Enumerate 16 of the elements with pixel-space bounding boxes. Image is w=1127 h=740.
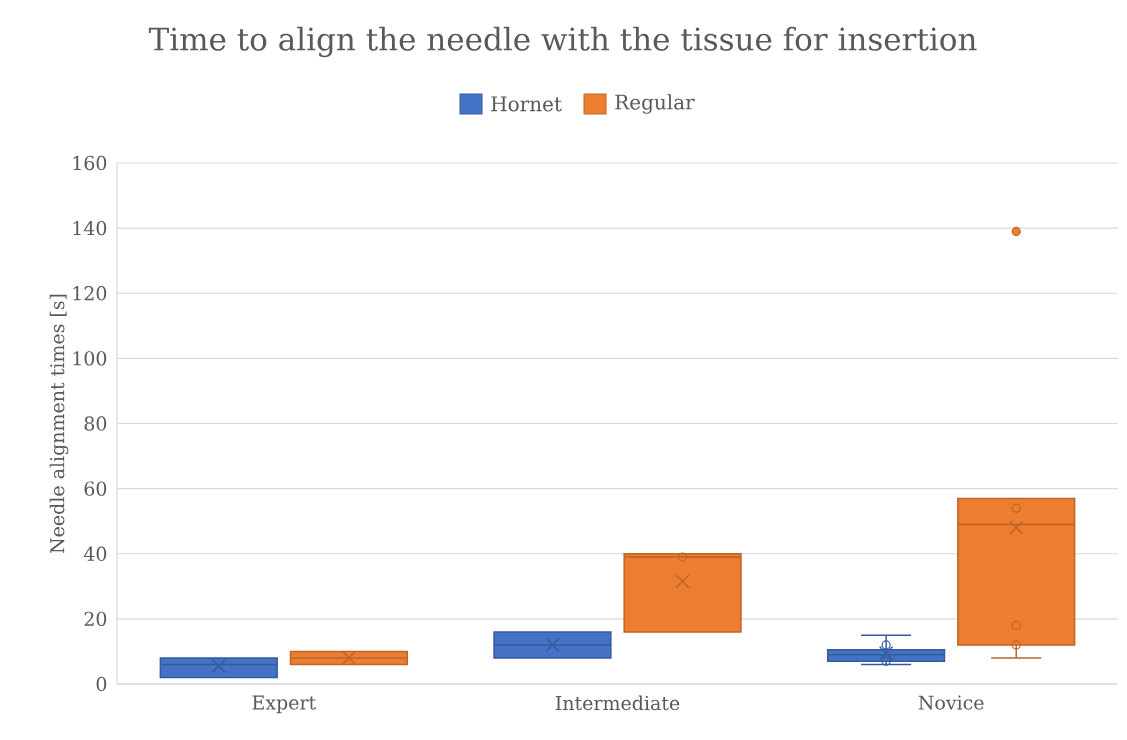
chart-title: Time to align the needle with the tissue for insertion bbox=[148, 26, 977, 58]
y-tick-label: 120 bbox=[73, 286, 107, 301]
legend-label: Regular bbox=[615, 94, 695, 114]
legend-label: Hornet bbox=[491, 96, 562, 112]
y-tick-label: 80 bbox=[84, 416, 107, 431]
x-tick-label: Novice bbox=[918, 695, 984, 710]
y-tick-label: 140 bbox=[73, 220, 107, 236]
y-tick-label: 60 bbox=[84, 481, 107, 496]
y-tick-label: 100 bbox=[73, 351, 107, 366]
y-tick-label: 20 bbox=[84, 611, 107, 627]
y-tick-label: 0 bbox=[96, 676, 107, 692]
x-tick-label: Intermediate bbox=[555, 695, 680, 711]
x-tick-label: Expert bbox=[252, 695, 317, 714]
y-tick-label: 40 bbox=[83, 546, 107, 561]
y-axis-title: Needle alignment times [s] bbox=[49, 294, 69, 554]
y-tick-label: 160 bbox=[73, 155, 107, 171]
